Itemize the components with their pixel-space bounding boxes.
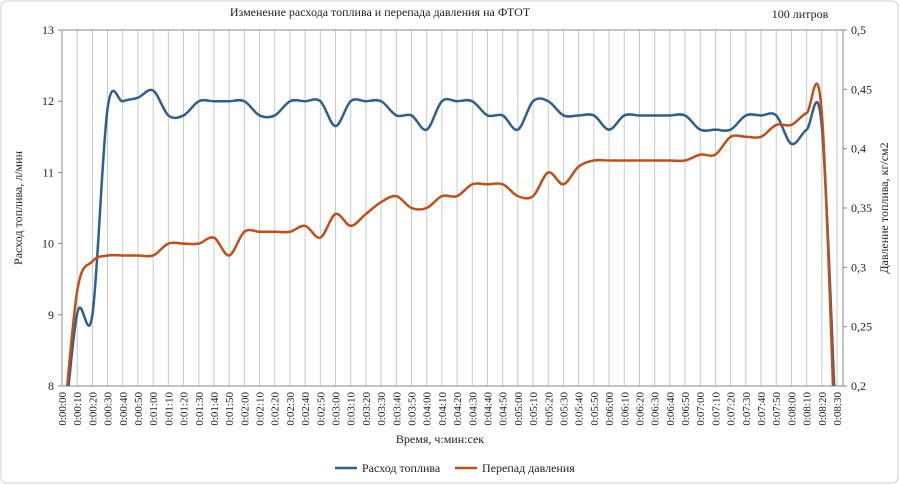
- y-tick-label: 12: [42, 94, 54, 108]
- y2-tick-label: 0,35: [851, 201, 872, 215]
- x-tick-label: 0:04:50: [498, 392, 510, 426]
- y2-tick-label: 0,5: [851, 23, 866, 37]
- x-tick-label: 0:00:00: [57, 392, 69, 426]
- x-tick-label: 0:01:40: [209, 392, 221, 426]
- x-tick-label: 0:00:30: [103, 392, 115, 426]
- y-tick-label: 11: [42, 165, 54, 179]
- y2-tick-label: 0,3: [851, 260, 866, 274]
- y2-tick-label: 0,25: [851, 320, 872, 334]
- x-tick-label: 0:02:10: [255, 392, 267, 426]
- x-tick-label: 0:01:30: [194, 392, 206, 426]
- x-tick-label: 0:08:20: [817, 392, 829, 426]
- x-tick-label: 0:00:10: [72, 392, 84, 426]
- x-tick-label: 0:02:40: [300, 392, 312, 426]
- series-line: [67, 88, 836, 386]
- x-tick-label: 0:06:40: [665, 392, 677, 426]
- x-tick-label: 0:01:50: [224, 392, 236, 426]
- y2-tick-label: 0,45: [851, 82, 872, 96]
- x-tick-label: 0:07:30: [741, 392, 753, 426]
- x-tick-label: 0:03:30: [376, 392, 388, 426]
- x-tick-label: 0:01:00: [148, 392, 160, 426]
- y2-axis-title: Давление топлива, кг/см2: [877, 142, 891, 273]
- x-tick-label: 0:02:50: [315, 392, 327, 426]
- x-tick-label: 0:04:20: [452, 392, 464, 426]
- x-tick-label: 0:00:40: [118, 392, 130, 426]
- chart-subtitle: 100 литров: [772, 7, 829, 21]
- x-tick-label: 0:05:50: [589, 392, 601, 426]
- x-tick-label: 0:07:40: [756, 392, 768, 426]
- x-tick-label: 0:07:20: [726, 392, 738, 426]
- x-tick-label: 0:06:00: [604, 392, 616, 426]
- x-tick-label: 0:08:10: [802, 392, 814, 426]
- series-line: [65, 82, 835, 386]
- x-tick-label: 0:08:30: [832, 392, 844, 426]
- x-tick-label: 0:03:10: [346, 392, 358, 426]
- y2-tick-label: 0,2: [851, 379, 866, 393]
- x-tick-label: 0:03:40: [391, 392, 403, 426]
- y-tick-label: 8: [48, 379, 54, 393]
- x-tick-label: 0:01:20: [179, 392, 191, 426]
- legend-label: Перепад давления: [482, 461, 575, 475]
- plot-area: [65, 82, 836, 386]
- x-axis-title: Время, ч:мин:сек: [396, 432, 484, 446]
- x-tick-label: 0:05:40: [574, 392, 586, 426]
- y-tick-label: 9: [48, 308, 54, 322]
- x-tick-label: 0:06:20: [634, 392, 646, 426]
- x-tick-label: 0:02:20: [270, 392, 282, 426]
- x-tick-label: 0:07:00: [695, 392, 707, 426]
- x-tick-label: 0:02:00: [239, 392, 251, 426]
- x-tick-label: 0:05:30: [558, 392, 570, 426]
- x-tick-label: 0:06:30: [650, 392, 662, 426]
- x-tick-label: 0:03:50: [407, 392, 419, 426]
- x-tick-label: 0:05:10: [528, 392, 540, 426]
- x-tick-label: 0:04:40: [482, 392, 494, 426]
- y-tick-label: 10: [42, 237, 54, 251]
- x-tick-label: 0:02:30: [285, 392, 297, 426]
- x-tick-label: 0:07:10: [710, 392, 722, 426]
- x-tick-label: 0:08:00: [786, 392, 798, 426]
- x-tick-label: 0:05:00: [513, 392, 525, 426]
- x-tick-label: 0:01:10: [163, 392, 175, 426]
- x-tick-label: 0:00:20: [87, 392, 99, 426]
- y-tick-label: 13: [42, 23, 54, 37]
- x-tick-label: 0:03:20: [361, 392, 373, 426]
- x-tick-label: 0:03:00: [331, 392, 343, 426]
- x-tick-label: 0:04:10: [437, 392, 449, 426]
- x-tick-label: 0:04:30: [467, 392, 479, 426]
- legend-label: Расход топлива: [362, 461, 441, 475]
- x-tick-label: 0:05:20: [543, 392, 555, 426]
- x-tick-label: 0:07:50: [771, 392, 783, 426]
- y-axis-title: Расход топлива, л/мин: [11, 150, 25, 265]
- x-tick-label: 0:06:50: [680, 392, 692, 426]
- x-tick-label: 0:00:50: [133, 392, 145, 426]
- x-tick-label: 0:06:10: [619, 392, 631, 426]
- y2-tick-label: 0,4: [851, 142, 866, 156]
- x-tick-label: 0:04:00: [422, 392, 434, 426]
- chart-title: Изменение расхода топлива и перепада дав…: [230, 5, 531, 19]
